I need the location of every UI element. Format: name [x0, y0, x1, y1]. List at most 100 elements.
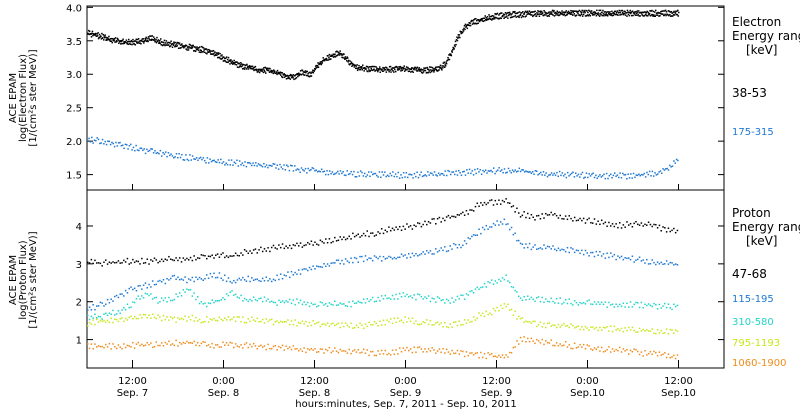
proton-point: [507, 356, 509, 358]
electron-point: [395, 66, 398, 68]
proton-point: [135, 260, 138, 262]
proton-point: [429, 319, 432, 322]
electron-point: [441, 173, 444, 175]
electron-point: [104, 140, 106, 143]
proton-point: [251, 300, 253, 302]
electron-point: [355, 67, 358, 69]
proton-point: [247, 318, 249, 320]
proton-point: [110, 317, 112, 320]
proton-point: [142, 284, 145, 287]
proton-point: [570, 247, 572, 249]
electron-point: [375, 69, 378, 71]
proton-point: [380, 295, 383, 297]
proton-point: [606, 225, 608, 228]
proton-point: [418, 293, 421, 296]
proton-point: [660, 354, 662, 356]
proton-point: [299, 273, 302, 275]
electron-point: [330, 172, 332, 175]
proton-point: [660, 330, 662, 332]
proton-point: [462, 244, 464, 247]
proton-point: [362, 232, 365, 235]
electron-point: [100, 142, 102, 144]
electron-point: [341, 56, 343, 59]
electron-point: [651, 170, 654, 173]
electron-point: [257, 71, 259, 73]
electron-point: [640, 12, 643, 14]
electron-point: [366, 174, 369, 176]
proton-point: [469, 321, 471, 323]
electron-point: [623, 174, 625, 176]
electron-point: [273, 163, 276, 165]
proton-point: [563, 218, 565, 220]
electron-point: [348, 63, 351, 66]
proton-point: [281, 277, 284, 280]
proton-point: [521, 340, 524, 342]
proton-point: [618, 222, 621, 224]
proton-point: [166, 301, 168, 303]
proton-point: [335, 240, 338, 242]
proton-point: [279, 346, 282, 349]
electron-point: [314, 169, 316, 172]
proton-point: [341, 322, 343, 324]
electron-point: [517, 15, 520, 17]
proton-point: [319, 239, 322, 242]
electron-point: [460, 174, 463, 177]
proton-point: [489, 312, 491, 314]
electron-point: [266, 69, 268, 72]
proton-point: [646, 224, 648, 226]
electron-point: [419, 70, 422, 72]
electron-point: [328, 170, 331, 172]
electron-point: [241, 68, 244, 70]
electron-point: [439, 67, 441, 69]
proton-point: [422, 321, 424, 323]
electron-legend: Electron Energy ranges [keV] 38-53 175-3…: [732, 15, 800, 138]
proton-point: [364, 255, 367, 257]
proton-point: [384, 258, 387, 260]
proton-point: [402, 255, 405, 257]
proton-point: [377, 350, 379, 352]
proton-point: [97, 345, 100, 347]
proton-point: [88, 306, 91, 308]
electron-point: [192, 50, 195, 52]
electron-point: [174, 45, 176, 48]
electron-point: [408, 70, 411, 72]
proton-point: [126, 257, 129, 260]
electron-point: [421, 69, 423, 71]
proton-point: [438, 297, 441, 300]
electron-point: [436, 66, 438, 68]
proton-point: [121, 316, 123, 319]
proton-point: [249, 320, 251, 323]
electron-point: [532, 14, 535, 17]
proton-point: [256, 278, 259, 280]
proton-point: [171, 259, 174, 261]
proton-point: [494, 199, 497, 202]
electron-point: [667, 169, 670, 171]
electron-point: [479, 19, 481, 22]
electron-point: [339, 52, 342, 55]
proton-point: [499, 203, 502, 205]
proton-point: [669, 230, 671, 233]
proton-point: [355, 234, 358, 237]
electron-point: [163, 153, 166, 155]
electron-point: [574, 15, 577, 17]
electron-point: [370, 67, 373, 70]
electron-point: [658, 171, 660, 173]
proton-point: [487, 228, 489, 230]
proton-point: [373, 354, 376, 357]
electron-point: [138, 149, 140, 152]
proton-point: [177, 259, 179, 262]
proton-point: [285, 345, 287, 347]
proton-point: [568, 326, 570, 329]
electron-point: [612, 12, 614, 14]
electron-point: [149, 39, 152, 41]
proton-point: [270, 300, 273, 303]
electron-point: [488, 17, 491, 20]
proton-point: [263, 345, 266, 347]
electron-point: [398, 177, 401, 179]
proton-point: [222, 252, 224, 254]
electron-point: [649, 15, 652, 17]
proton-point: [133, 287, 136, 290]
electron-point: [468, 168, 471, 171]
electron-point: [220, 158, 222, 161]
proton-point: [458, 214, 460, 216]
